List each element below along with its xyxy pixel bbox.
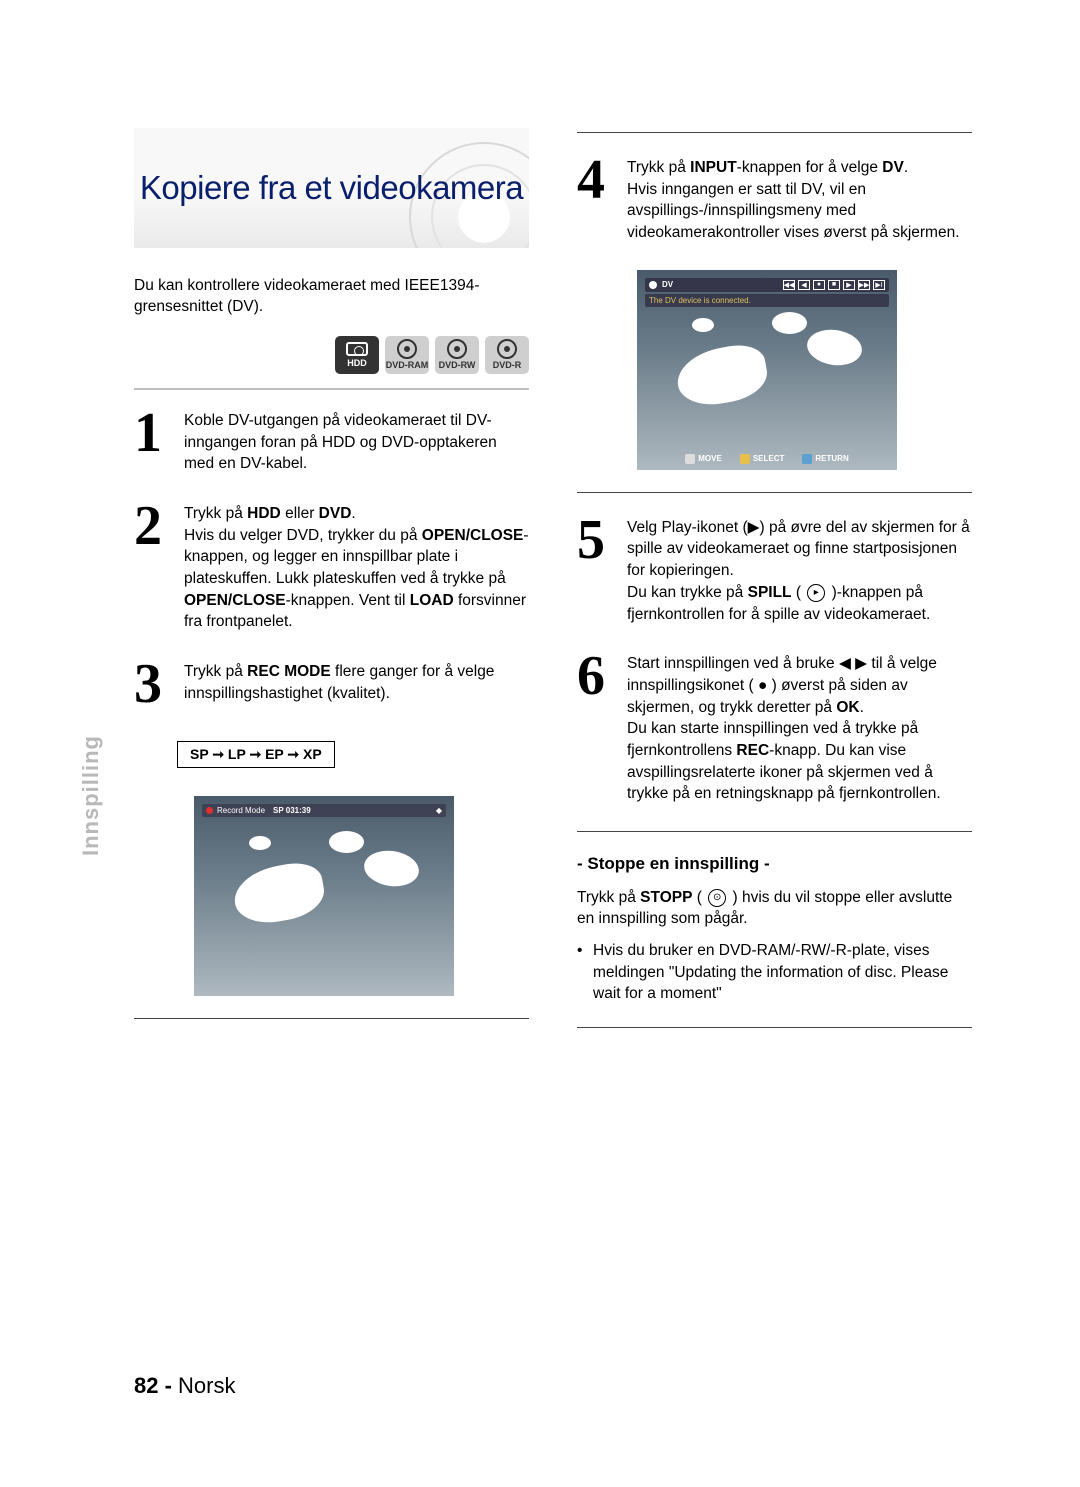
step-1: 1 Koble DV-utgangen på videokameraet til… [134,408,529,475]
step-2: 2 Trykk på HDD eller DVD. Hvis du velger… [134,501,529,633]
step-text: Koble DV-utgangen på videokameraet til D… [184,408,529,475]
step-number: 5 [577,515,615,625]
page-content: Kopiere fra et videokamera Du kan kontro… [134,128,972,1050]
step-text: Velg Play-ikonet (▶) på øvre del av skje… [627,515,972,625]
rec-mode-bar: Record Mode SP 031:39 ◆ [202,804,446,817]
stop-button-icon: ⊙ [708,889,726,907]
rec-modes-box: SP ➞ LP ➞ EP ➞ XP [178,741,334,768]
step-text: Trykk på INPUT-knappen for å velge DV. H… [627,155,972,244]
step-number: 2 [134,501,172,633]
left-column: Kopiere fra et videokamera Du kan kontro… [134,128,529,1050]
step-text: Start innspillingen ved å bruke ◀ ▶ til … [627,651,972,805]
tv-preview-rec: Record Mode SP 031:39 ◆ [194,796,454,996]
step-number: 1 [134,408,172,475]
step-text: Trykk på HDD eller DVD. Hvis du velger D… [184,501,529,633]
separator [577,492,972,493]
step-text: Trykk på REC MODE flere ganger for å vel… [184,659,529,709]
separator [577,132,972,133]
dv-transport-icons: ◀◀◀●■▶▶▶▶I [783,280,885,290]
badge-dvd-r: DVD-R [485,336,529,374]
badge-dvd-rw: DVD-RW [435,336,479,374]
play-button-icon: ▸ [807,584,825,602]
step-3: 3 Trykk på REC MODE flere ganger for å v… [134,659,529,709]
tv-preview-dv: DV ◀◀◀●■▶▶▶▶I The DV device is connected… [637,270,897,470]
badge-hdd: HDD [335,336,379,374]
step-number: 6 [577,651,615,805]
separator [134,388,529,390]
dv-footer-hints: MOVE SELECT RETURN [645,454,889,464]
step-number: 3 [134,659,172,709]
record-icon [206,807,213,814]
dv-control-bar: DV ◀◀◀●■▶▶▶▶I [645,278,889,292]
media-badges: HDD DVD-RAM DVD-RW DVD-R [134,336,529,374]
step-4: 4 Trykk på INPUT-knappen for å velge DV.… [577,155,972,244]
separator [577,831,972,832]
dv-status-msg: The DV device is connected. [645,294,889,307]
step-6: 6 Start innspillingen ved å bruke ◀ ▶ ti… [577,651,972,805]
stop-heading: - Stoppe en innspilling - [577,854,972,874]
stop-text: Trykk på STOPP ( ⊙ ) hvis du vil stoppe … [577,888,972,930]
page-title: Kopiere fra et videokamera [140,169,523,207]
badge-dvd-ram: DVD-RAM [385,336,429,374]
stop-bullet: • Hvis du bruker en DVD-RAM/-RW/-R-plate… [577,940,972,1005]
right-column: 4 Trykk på INPUT-knappen for å velge DV.… [577,128,972,1050]
separator [134,1018,529,1019]
separator [577,1027,972,1028]
step-number: 4 [577,155,615,244]
page-footer: 82 - Norsk [134,1373,236,1399]
step-5: 5 Velg Play-ikonet (▶) på øvre del av sk… [577,515,972,625]
side-tab: Innspilling [78,735,104,856]
intro-text: Du kan kontrollere videokameraet med IEE… [134,276,529,318]
title-banner: Kopiere fra et videokamera [134,128,529,248]
